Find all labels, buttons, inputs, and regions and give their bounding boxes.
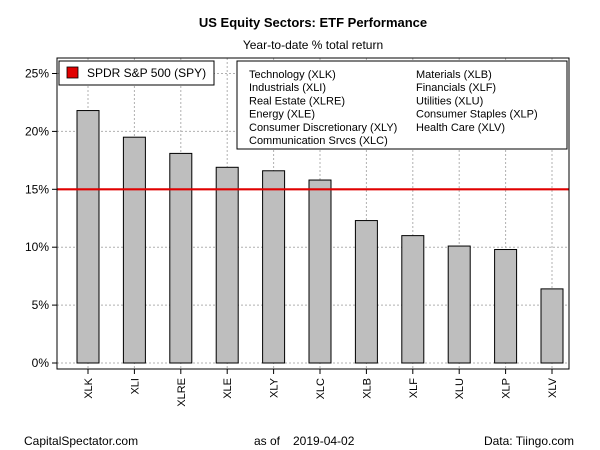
bar-xlre xyxy=(169,152,193,364)
x-tick-label: XLC xyxy=(315,378,327,399)
sector-legend-item: Communication Srvcs (XLC) xyxy=(249,135,388,147)
sector-legend-item: Financials (XLF) xyxy=(416,82,496,94)
sector-legend-item: Consumer Discretionary (XLY) xyxy=(249,122,397,134)
x-tick-label: XLI xyxy=(129,378,141,395)
y-tick-label: 20% xyxy=(25,124,49,138)
footer-source: CapitalSpectator.com xyxy=(24,434,138,448)
sector-legend-item: Consumer Staples (XLP) xyxy=(416,109,538,121)
footer-as-of-label: as of xyxy=(254,434,281,448)
bar-xlu xyxy=(447,245,471,364)
x-tick-label: XLY xyxy=(269,377,281,398)
bar-xlk xyxy=(76,110,100,364)
sector-legend-item: Technology (XLK) xyxy=(249,69,336,81)
benchmark-legend-label: SPDR S&P 500 (SPY) xyxy=(87,66,206,80)
sector-legend: Technology (XLK)Industrials (XLI)Real Es… xyxy=(236,60,568,150)
benchmark-legend-swatch xyxy=(66,66,79,79)
footer-date: 2019-04-02 xyxy=(293,434,355,448)
bar-xly xyxy=(262,170,286,364)
y-tick-label: 25% xyxy=(25,67,49,81)
y-tick-label: 0% xyxy=(32,356,50,370)
chart-subtitle: Year-to-date % total return xyxy=(243,38,383,52)
bar-xlc xyxy=(308,179,332,364)
plot-frame xyxy=(56,57,570,370)
bars xyxy=(76,110,564,364)
bar-xlp xyxy=(494,249,518,364)
sector-legend-right-column: Materials (XLB)Financials (XLF)Utilities… xyxy=(416,69,538,134)
sector-legend-item: Materials (XLB) xyxy=(416,69,492,81)
bar-xli xyxy=(122,136,146,364)
sector-legend-item: Energy (XLE) xyxy=(249,109,315,121)
x-tick-label: XLV xyxy=(547,377,559,398)
y-tick-label: 10% xyxy=(25,240,49,254)
y-tick-label: 15% xyxy=(25,182,49,196)
x-tick-label: XLF xyxy=(408,378,420,398)
x-tick-label: XLU xyxy=(454,378,466,399)
bar-xlf xyxy=(401,235,425,364)
sector-legend-item: Real Estate (XLRE) xyxy=(249,95,345,107)
x-tick-label: XLE xyxy=(222,378,234,399)
bar-xle xyxy=(215,166,239,364)
bar-xlv xyxy=(540,288,564,364)
footer-data-credit: Data: Tiingo.com xyxy=(484,434,574,448)
y-tick-label: 5% xyxy=(32,298,50,312)
y-axis: 0% 5% 10% 15% 20% 25% xyxy=(25,67,58,370)
sector-legend-item: Industrials (XLI) xyxy=(249,82,326,94)
bar-xlb xyxy=(354,220,378,364)
x-tick-label: XLRE xyxy=(176,378,188,407)
benchmark-legend: SPDR S&P 500 (SPY) xyxy=(58,60,215,86)
x-tick-label: XLB xyxy=(361,378,373,399)
x-axis: XLK XLI XLRE XLE XLY XLC XLB XLF XLU XLP XLV xyxy=(83,368,559,407)
sector-legend-left-column: Technology (XLK)Industrials (XLI)Real Es… xyxy=(249,69,397,147)
x-tick-label: XLP xyxy=(501,378,513,399)
sector-legend-item: Utilities (XLU) xyxy=(416,95,483,107)
sector-legend-item: Health Care (XLV) xyxy=(416,122,505,134)
chart-title: US Equity Sectors: ETF Performance xyxy=(199,15,427,30)
x-tick-label: XLK xyxy=(83,377,95,398)
